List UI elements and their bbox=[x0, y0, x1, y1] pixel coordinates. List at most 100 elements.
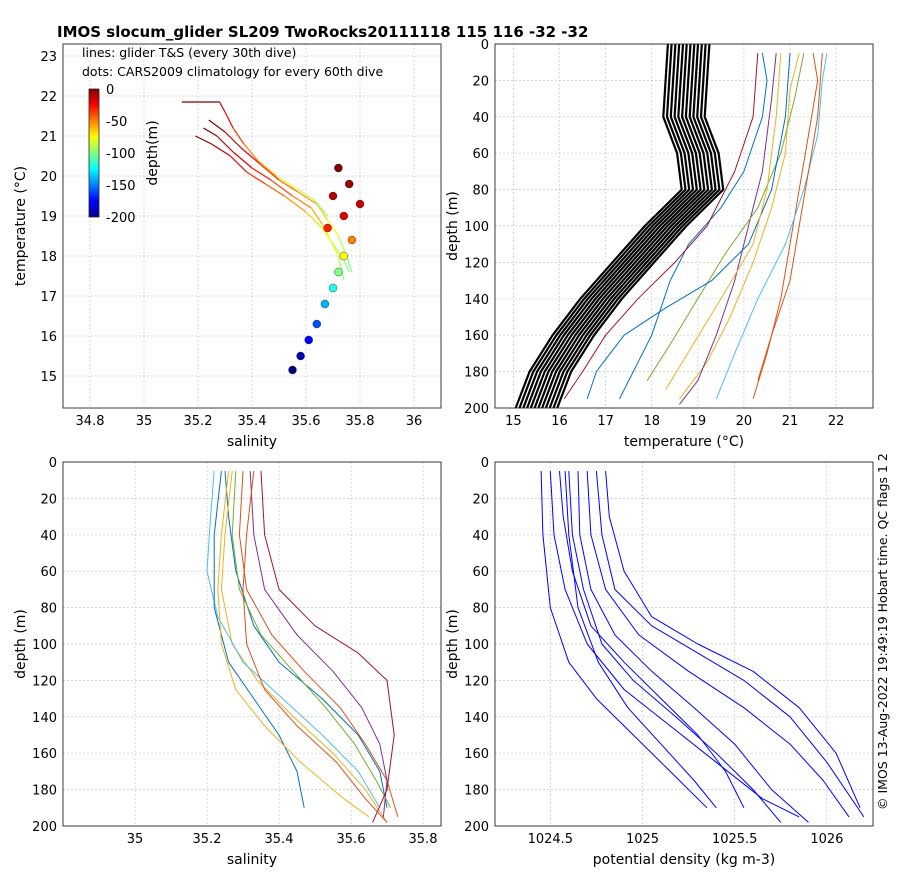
y-tick-label: 140 bbox=[32, 711, 57, 726]
plot-content bbox=[206, 471, 399, 823]
profile-line bbox=[646, 52, 805, 381]
glider-ts-line-segment bbox=[265, 183, 285, 197]
x-tick-label: 35.4 bbox=[265, 832, 294, 847]
climatology-dot bbox=[339, 251, 348, 261]
glider-ts-line-segment bbox=[297, 191, 318, 205]
y-tick-label: 100 bbox=[32, 638, 57, 653]
y-tick-label: 120 bbox=[464, 674, 489, 689]
y-tick-label: 120 bbox=[32, 674, 57, 689]
y-tick-label: 22 bbox=[40, 90, 57, 105]
profile-line bbox=[231, 471, 392, 809]
plot-content bbox=[514, 44, 828, 408]
x-tick-label: 1025.5 bbox=[712, 832, 758, 847]
climatology-dot bbox=[304, 335, 313, 345]
ts-panel: 34.8 35 35.2 35.4 35.6 35.8 36 15 16 17 18 19 20 21 22… bbox=[13, 43, 442, 450]
salinity-depth-panel: 35 35.2 35.4 35.6 35.8 0 20 40 60 80 100 120 140 160 1… bbox=[13, 456, 442, 868]
y-axis-label: depth (m) bbox=[13, 609, 29, 679]
y-tick-label: 200 bbox=[32, 820, 57, 835]
x-tick-label: 35.6 bbox=[292, 414, 321, 429]
x-tick-label: 21 bbox=[782, 414, 799, 429]
profile-line bbox=[242, 471, 388, 823]
climatology-profile bbox=[552, 44, 721, 408]
y-tick-label: 80 bbox=[40, 602, 57, 617]
glider-ts-line-segment bbox=[270, 179, 293, 197]
axes-frame bbox=[62, 43, 442, 409]
climatology-profile bbox=[529, 44, 698, 408]
y-tick-label: 40 bbox=[40, 529, 57, 544]
credit-text: © IMOS 13-Aug-2022 19:49:19 Hobart time.… bbox=[875, 453, 890, 810]
annotation-lines: lines: glider T&S (every 30th dive) bbox=[82, 45, 296, 60]
y-tick-label: 20 bbox=[40, 170, 57, 185]
climatology-dot bbox=[347, 235, 357, 245]
glider-ts-line-segment bbox=[294, 187, 315, 201]
y-tick-label: 20 bbox=[472, 492, 489, 507]
glider-ts-line-segment bbox=[229, 155, 248, 173]
profile-line bbox=[619, 53, 768, 400]
x-tick-label: 15 bbox=[505, 414, 522, 429]
glider-ts-line-segment bbox=[310, 207, 323, 225]
glider-ts-line-segment bbox=[203, 127, 218, 137]
y-axis-label: depth (m) bbox=[445, 191, 461, 261]
y-tick-label: 17 bbox=[40, 290, 57, 305]
climatology-dot bbox=[355, 199, 365, 209]
climatology-profile bbox=[514, 44, 683, 408]
y-tick-label: 21 bbox=[40, 130, 57, 145]
y-tick-label: 140 bbox=[464, 293, 489, 308]
profile-line bbox=[213, 471, 305, 808]
glider-ts-line-segment bbox=[224, 111, 234, 129]
glider-ts-line-segment bbox=[219, 101, 226, 113]
glider-ts-line-segment bbox=[305, 211, 323, 229]
axes-frame bbox=[494, 43, 874, 409]
profile-line bbox=[679, 52, 800, 400]
climatology-profile bbox=[556, 44, 725, 408]
colorbar-tick-0: 0 bbox=[106, 83, 114, 98]
profile-line bbox=[206, 471, 381, 809]
x-tick-label: 36 bbox=[406, 414, 423, 429]
colorbar-tick-4: -200 bbox=[106, 211, 136, 226]
profile-line bbox=[563, 53, 759, 400]
glider-ts-line-segment bbox=[232, 151, 253, 169]
x-axis-label: salinity bbox=[227, 434, 277, 450]
y-tick-label: 160 bbox=[32, 747, 57, 762]
y-tick-label: 60 bbox=[472, 565, 489, 580]
x-tick-label: 1025 bbox=[626, 832, 659, 847]
depth-colorbar: 0 -50 -100 -150 -200 depth(m) bbox=[88, 83, 161, 226]
climatology-profile bbox=[526, 44, 695, 408]
profile-line bbox=[586, 471, 850, 818]
y-tick-label: 0 bbox=[49, 456, 57, 471]
climatology-dot bbox=[328, 283, 338, 293]
colorbar-tick-1: -50 bbox=[106, 115, 127, 130]
glider-ts-line-segment bbox=[224, 131, 242, 149]
profile-line bbox=[217, 471, 370, 818]
y-tick-label: 100 bbox=[464, 220, 489, 235]
profile-line bbox=[577, 471, 809, 823]
y-tick-label: 120 bbox=[464, 256, 489, 271]
x-tick-label: 35 bbox=[136, 414, 153, 429]
glider-ts-line-segment bbox=[208, 119, 226, 133]
y-tick-label: 40 bbox=[472, 111, 489, 126]
profile-line bbox=[605, 471, 861, 809]
glider-ts-line-segment bbox=[343, 259, 350, 273]
climatology-profile bbox=[544, 44, 713, 408]
glider-ts-line-segment bbox=[292, 195, 312, 209]
annotation-dots: dots: CARS2009 climatology for every 60t… bbox=[82, 64, 383, 79]
glider-ts-line-segment bbox=[345, 255, 353, 273]
y-tick-label: 18 bbox=[40, 250, 57, 265]
y-tick-label: 160 bbox=[464, 329, 489, 344]
x-tick-label: 35.4 bbox=[238, 414, 267, 429]
glider-ts-line-segment bbox=[211, 143, 231, 157]
profile-line bbox=[220, 471, 388, 823]
climatology-profile bbox=[548, 44, 717, 408]
y-tick-label: 23 bbox=[40, 50, 57, 65]
profile-line bbox=[260, 471, 395, 823]
profile-line bbox=[559, 471, 745, 809]
x-tick-label: 19 bbox=[690, 414, 707, 429]
y-tick-label: 200 bbox=[464, 402, 489, 417]
x-tick-label: 17 bbox=[597, 414, 614, 429]
x-tick-label: 22 bbox=[828, 414, 845, 429]
climatology-dot bbox=[339, 211, 348, 221]
y-tick-label: 20 bbox=[40, 492, 57, 507]
y-tick-label: 16 bbox=[40, 330, 57, 345]
y-tick-label: 15 bbox=[40, 370, 57, 385]
